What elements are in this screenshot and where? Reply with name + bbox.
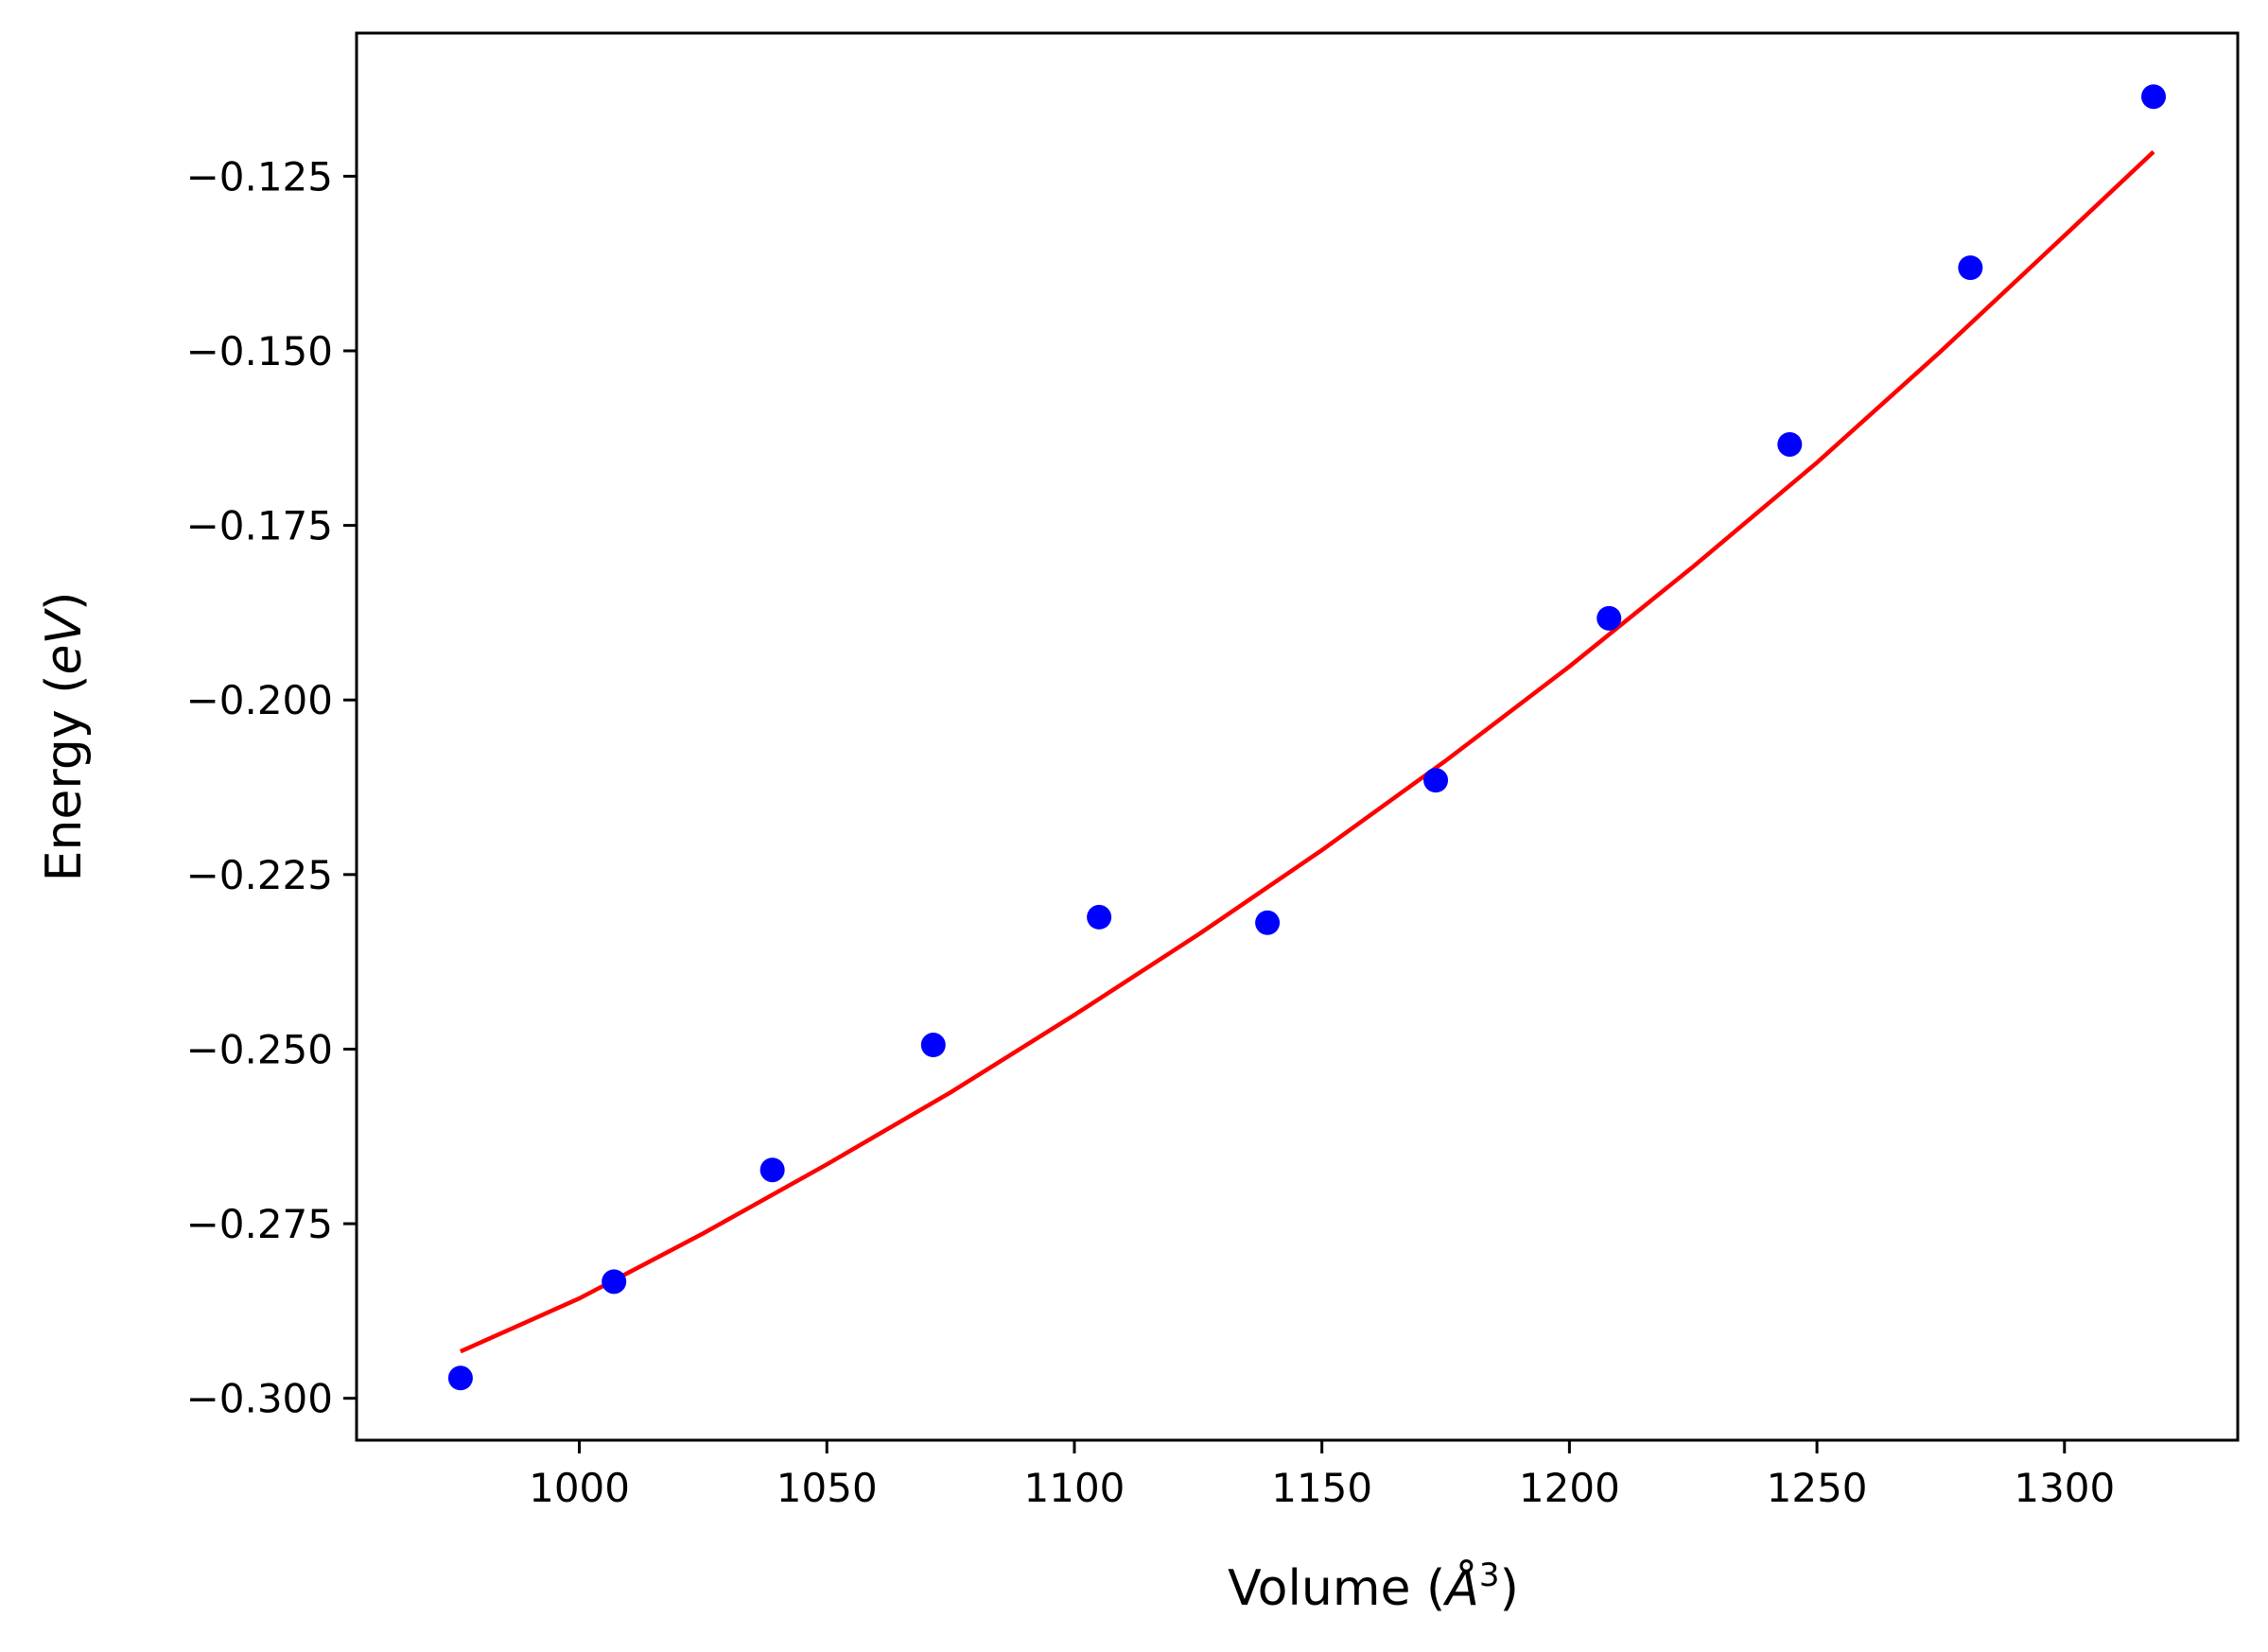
- data-point: [759, 1157, 785, 1183]
- ticks: 1000 1050 1100 1150 1200 1250 1300 −0.125 −0.150…: [186, 153, 2116, 1511]
- data-point: [1423, 768, 1449, 793]
- data-point: [1777, 431, 1803, 457]
- y-tick-label: −0.250: [186, 1026, 333, 1072]
- y-axis-label: Energy (eV): [36, 592, 93, 882]
- y-tick-label: −0.275: [186, 1201, 333, 1247]
- y-tick-label: −0.175: [186, 503, 333, 549]
- x-tick-label: 1000: [529, 1465, 630, 1511]
- x-tick-label: 1200: [1519, 1465, 1620, 1511]
- axes: [355, 31, 2240, 1442]
- data-point: [1255, 910, 1281, 935]
- data-point: [2141, 84, 2167, 110]
- data-point: [447, 1365, 473, 1391]
- y-tick-label: −0.300: [186, 1376, 333, 1422]
- y-tick-label: −0.125: [186, 153, 333, 200]
- x-axis-label: Volume (Å3): [1228, 1556, 1519, 1617]
- data-point: [920, 1033, 946, 1058]
- x-tick-label: 1150: [1271, 1465, 1372, 1511]
- x-tick-label: 1300: [2014, 1465, 2115, 1511]
- data-point: [1087, 904, 1112, 930]
- data-point: [602, 1269, 627, 1295]
- x-tick-label: 1250: [1767, 1465, 1868, 1511]
- x-tick-label: 1100: [1024, 1465, 1125, 1511]
- y-tick-label: −0.200: [186, 677, 333, 723]
- axes-frame: [355, 31, 2240, 1442]
- data-point: [1596, 605, 1622, 631]
- fit-curve-line: [459, 149, 2155, 1354]
- x-tick-label: 1050: [776, 1465, 878, 1511]
- data-point: [1958, 255, 1983, 281]
- y-tick-label: −0.225: [186, 852, 333, 898]
- plot-area: [447, 84, 2167, 1391]
- y-tick-label: −0.150: [186, 328, 333, 374]
